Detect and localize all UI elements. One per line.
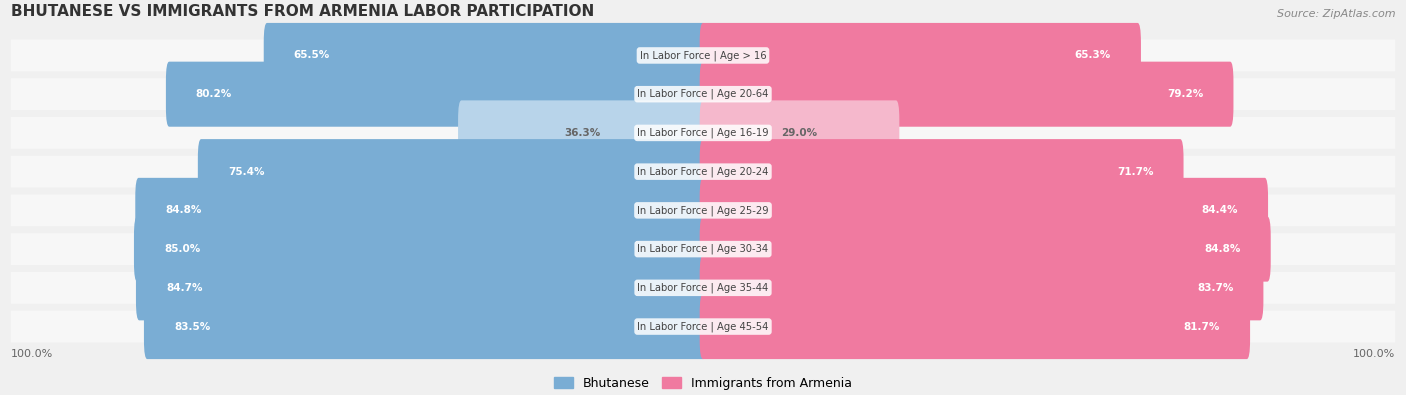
- FancyBboxPatch shape: [11, 233, 1395, 265]
- FancyBboxPatch shape: [700, 100, 900, 166]
- Text: BHUTANESE VS IMMIGRANTS FROM ARMENIA LABOR PARTICIPATION: BHUTANESE VS IMMIGRANTS FROM ARMENIA LAB…: [11, 4, 595, 19]
- Text: In Labor Force | Age > 16: In Labor Force | Age > 16: [640, 50, 766, 61]
- Text: 84.7%: 84.7%: [166, 283, 202, 293]
- FancyBboxPatch shape: [11, 272, 1395, 304]
- Text: 84.8%: 84.8%: [166, 205, 201, 215]
- FancyBboxPatch shape: [700, 255, 1264, 320]
- Text: 75.4%: 75.4%: [228, 167, 264, 177]
- FancyBboxPatch shape: [11, 311, 1395, 342]
- FancyBboxPatch shape: [700, 23, 1140, 88]
- Text: 65.3%: 65.3%: [1074, 51, 1111, 60]
- Text: 100.0%: 100.0%: [11, 350, 53, 359]
- FancyBboxPatch shape: [11, 156, 1395, 188]
- Text: 100.0%: 100.0%: [1353, 350, 1395, 359]
- Text: 29.0%: 29.0%: [782, 128, 817, 138]
- FancyBboxPatch shape: [700, 216, 1271, 282]
- FancyBboxPatch shape: [11, 194, 1395, 226]
- FancyBboxPatch shape: [11, 40, 1395, 71]
- Text: 84.4%: 84.4%: [1202, 205, 1239, 215]
- Text: 71.7%: 71.7%: [1118, 167, 1153, 177]
- FancyBboxPatch shape: [166, 62, 706, 127]
- FancyBboxPatch shape: [136, 255, 706, 320]
- FancyBboxPatch shape: [458, 100, 706, 166]
- FancyBboxPatch shape: [700, 178, 1268, 243]
- Text: In Labor Force | Age 30-34: In Labor Force | Age 30-34: [637, 244, 769, 254]
- FancyBboxPatch shape: [700, 294, 1250, 359]
- Legend: Bhutanese, Immigrants from Armenia: Bhutanese, Immigrants from Armenia: [550, 372, 856, 395]
- Text: In Labor Force | Age 35-44: In Labor Force | Age 35-44: [637, 282, 769, 293]
- FancyBboxPatch shape: [700, 139, 1184, 204]
- Text: 83.7%: 83.7%: [1197, 283, 1233, 293]
- Text: 85.0%: 85.0%: [165, 244, 200, 254]
- Text: In Labor Force | Age 25-29: In Labor Force | Age 25-29: [637, 205, 769, 216]
- Text: In Labor Force | Age 45-54: In Labor Force | Age 45-54: [637, 321, 769, 332]
- FancyBboxPatch shape: [135, 178, 706, 243]
- Text: Source: ZipAtlas.com: Source: ZipAtlas.com: [1277, 9, 1395, 19]
- FancyBboxPatch shape: [198, 139, 706, 204]
- FancyBboxPatch shape: [134, 216, 706, 282]
- Text: 84.8%: 84.8%: [1205, 244, 1240, 254]
- FancyBboxPatch shape: [264, 23, 706, 88]
- FancyBboxPatch shape: [143, 294, 706, 359]
- Text: 83.5%: 83.5%: [174, 322, 209, 331]
- Text: In Labor Force | Age 20-24: In Labor Force | Age 20-24: [637, 166, 769, 177]
- Text: In Labor Force | Age 20-64: In Labor Force | Age 20-64: [637, 89, 769, 100]
- Text: In Labor Force | Age 16-19: In Labor Force | Age 16-19: [637, 128, 769, 138]
- Text: 81.7%: 81.7%: [1184, 322, 1220, 331]
- Text: 79.2%: 79.2%: [1167, 89, 1204, 99]
- FancyBboxPatch shape: [11, 78, 1395, 110]
- Text: 80.2%: 80.2%: [195, 89, 232, 99]
- Text: 65.5%: 65.5%: [294, 51, 330, 60]
- FancyBboxPatch shape: [700, 62, 1233, 127]
- FancyBboxPatch shape: [11, 117, 1395, 149]
- Text: 36.3%: 36.3%: [564, 128, 600, 138]
